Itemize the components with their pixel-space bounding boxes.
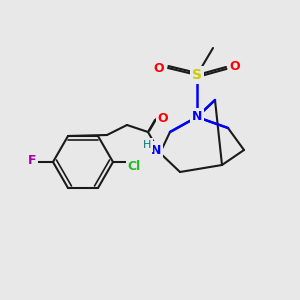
Text: S: S (192, 68, 202, 82)
Text: H: H (146, 143, 154, 153)
Text: N: N (151, 145, 161, 158)
Text: H: H (143, 140, 151, 150)
Text: O: O (154, 61, 164, 74)
Text: N: N (192, 110, 202, 124)
Text: O: O (230, 61, 240, 74)
Text: S: S (192, 68, 202, 82)
Text: F: F (28, 154, 36, 166)
Text: N: N (150, 146, 160, 160)
Text: N: N (192, 110, 202, 124)
Text: O: O (158, 112, 168, 124)
Text: Cl: Cl (128, 160, 141, 173)
